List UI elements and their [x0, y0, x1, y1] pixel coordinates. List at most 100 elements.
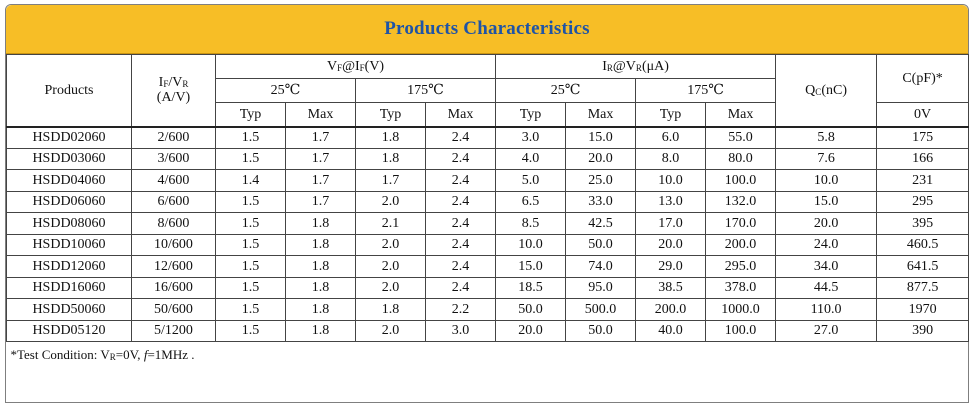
header-max: Max — [705, 102, 777, 127]
table-row: HSDD04060 4/600 1.4 1.7 1.7 2.4 5.0 25.0 10.0 100… — [6, 169, 970, 192]
table-body: HSDD02060 2/600 1.5 1.7 1.8 2.4 3.0 15.0 6.0 55.0… — [6, 125, 970, 342]
cell-vf175typ: 2.0 — [355, 233, 426, 256]
cell-vf175max: 2.4 — [424, 147, 497, 170]
cell-ir25typ: 20.0 — [495, 319, 567, 342]
cell-qc: 44.5 — [775, 276, 878, 299]
cell-vf175typ: 2.0 — [355, 255, 426, 278]
cell-vf25max: 1.8 — [285, 298, 356, 321]
cell-ir175max: 295.0 — [705, 255, 777, 278]
cell-vf25typ: 1.5 — [215, 125, 286, 149]
cell-c: 641.5 — [876, 255, 970, 278]
cell-ir175max: 100.0 — [705, 169, 777, 192]
cell-ir175typ: 29.0 — [635, 255, 707, 278]
cell-product: HSDD08060 — [6, 212, 132, 235]
header-c: C(pF)* — [876, 54, 970, 103]
cell-ir175typ: 200.0 — [635, 298, 707, 321]
cell-vf25max: 1.8 — [285, 255, 356, 278]
header-c-condition: 0V — [876, 102, 970, 127]
header-ir-group: IR@VR(μA) — [495, 54, 777, 79]
header-vf-175c: 175℃ — [354, 78, 497, 103]
cell-vf175typ: 2.0 — [355, 319, 426, 342]
cell-ir25typ: 4.0 — [495, 147, 567, 170]
cell-ir25typ: 50.0 — [495, 298, 567, 321]
header-max: Max — [565, 102, 637, 127]
cell-product: HSDD16060 — [6, 276, 132, 299]
cell-ifvr: 12/600 — [131, 255, 216, 278]
header-typ: Typ — [355, 102, 426, 127]
header-ir-25c: 25℃ — [495, 78, 637, 103]
cell-qc: 5.8 — [775, 125, 878, 149]
header-typ: Typ — [635, 102, 707, 127]
cell-qc: 34.0 — [775, 255, 878, 278]
table-row: HSDD02060 2/600 1.5 1.7 1.8 2.4 3.0 15.0 6.0 55.0… — [6, 125, 970, 149]
cell-product: HSDD05120 — [6, 319, 132, 342]
cell-c: 460.5 — [876, 233, 970, 256]
cell-vf25typ: 1.5 — [215, 319, 286, 342]
cell-ir175typ: 8.0 — [635, 147, 707, 170]
cell-qc: 24.0 — [775, 233, 878, 256]
cell-c: 166 — [876, 147, 970, 170]
table-header: Products IF/VR (A/V) VF@IF(V) IR@VR(μA) … — [6, 54, 970, 127]
cell-product: HSDD10060 — [6, 233, 132, 256]
cell-product: HSDD06060 — [6, 190, 132, 213]
cell-vf175typ: 1.8 — [355, 125, 426, 149]
cell-c: 1970 — [876, 298, 970, 321]
header-typ: Typ — [495, 102, 567, 127]
cell-vf25max: 1.8 — [285, 212, 356, 235]
cell-vf25max: 1.7 — [285, 147, 356, 170]
cell-qc: 15.0 — [775, 190, 878, 213]
cell-ir25typ: 18.5 — [495, 276, 567, 299]
cell-ir175max: 132.0 — [705, 190, 777, 213]
characteristics-panel: Products Characteristics Products IF/VR … — [5, 4, 970, 403]
cell-qc: 10.0 — [775, 169, 878, 192]
table-row: HSDD16060 16/600 1.5 1.8 2.0 2.4 18.5 95.0 38.5 3… — [6, 276, 970, 299]
cell-qc: 20.0 — [775, 212, 878, 235]
cell-qc: 7.6 — [775, 147, 878, 170]
cell-ir25typ: 8.5 — [495, 212, 567, 235]
cell-ir25max: 50.0 — [565, 233, 637, 256]
header-vf-group: VF@IF(V) — [214, 54, 497, 79]
cell-ir175typ: 17.0 — [635, 212, 707, 235]
header-qc: QC(nC) — [775, 54, 878, 127]
cell-vf25max: 1.8 — [285, 276, 356, 299]
cell-vf25max: 1.8 — [285, 319, 356, 342]
cell-ir25max: 20.0 — [565, 147, 637, 170]
cell-vf25typ: 1.5 — [215, 298, 286, 321]
cell-vf25typ: 1.5 — [215, 255, 286, 278]
cell-ir175typ: 10.0 — [635, 169, 707, 192]
cell-ir25max: 25.0 — [565, 169, 637, 192]
table-row: HSDD10060 10/600 1.5 1.8 2.0 2.4 10.0 50.0 20.0 2… — [6, 233, 970, 256]
cell-ifvr: 5/1200 — [131, 319, 216, 342]
characteristics-table: Products IF/VR (A/V) VF@IF(V) IR@VR(μA) … — [6, 54, 970, 369]
cell-ir175max: 100.0 — [705, 319, 777, 342]
cell-ifvr: 10/600 — [131, 233, 216, 256]
header-if-vr: IF/VR (A/V) — [131, 54, 216, 127]
cell-c: 231 — [876, 169, 970, 192]
cell-ir25typ: 6.5 — [495, 190, 567, 213]
table-row: HSDD06060 6/600 1.5 1.7 2.0 2.4 6.5 33.0 13.0 132… — [6, 190, 970, 213]
cell-vf25max: 1.8 — [285, 233, 356, 256]
cell-product: HSDD04060 — [6, 169, 132, 192]
cell-ifvr: 16/600 — [131, 276, 216, 299]
cell-product: HSDD03060 — [6, 147, 132, 170]
cell-vf175typ: 2.1 — [355, 212, 426, 235]
cell-ir25max: 50.0 — [565, 319, 637, 342]
cell-vf175typ: 1.8 — [355, 147, 426, 170]
cell-ir25typ: 3.0 — [495, 125, 567, 149]
cell-ir175max: 80.0 — [705, 147, 777, 170]
cell-vf175max: 2.4 — [424, 190, 497, 213]
cell-ifvr: 2/600 — [131, 125, 216, 149]
cell-c: 877.5 — [876, 276, 970, 299]
cell-vf175max: 3.0 — [424, 319, 497, 342]
table-row: HSDD12060 12/600 1.5 1.8 2.0 2.4 15.0 74.0 29.0 2… — [6, 255, 970, 278]
cell-c: 395 — [876, 212, 970, 235]
cell-ir25max: 500.0 — [565, 298, 637, 321]
cell-c: 390 — [876, 319, 970, 342]
cell-product: HSDD50060 — [6, 298, 132, 321]
cell-ifvr: 3/600 — [131, 147, 216, 170]
cell-ir25typ: 10.0 — [495, 233, 567, 256]
cell-vf25typ: 1.5 — [215, 212, 286, 235]
test-condition-note: *Test Condition: VR=0V, f=1MHz . — [6, 341, 969, 369]
cell-ifvr: 4/600 — [131, 169, 216, 192]
table-row: HSDD08060 8/600 1.5 1.8 2.1 2.4 8.5 42.5 17.0 170… — [6, 212, 970, 235]
